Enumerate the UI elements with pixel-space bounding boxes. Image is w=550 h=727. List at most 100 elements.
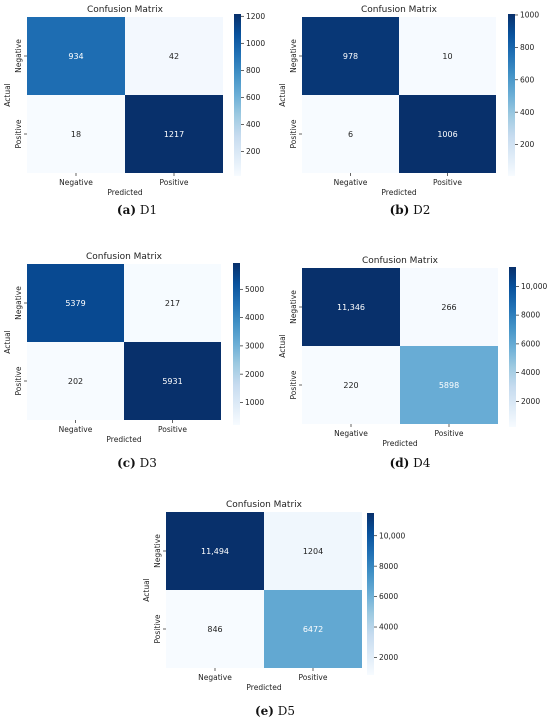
y-tick-label: Positive [289, 119, 298, 148]
cell-value-label: 11,346 [337, 303, 365, 312]
y-tick-label: Negative [289, 39, 298, 73]
heatmap-cell [124, 264, 221, 342]
caption-text: D3 [136, 456, 157, 470]
heatmap-cell [166, 512, 264, 590]
x-axis-label: Predicted [107, 188, 142, 197]
colorbar-tick-label: 1200 [246, 12, 265, 21]
heatmap-cell [302, 17, 399, 95]
panel-caption: (c) D3 [117, 456, 157, 470]
colorbar-tick-label: 4000 [521, 368, 540, 377]
colorbar-tick-label: 6000 [521, 339, 540, 348]
heatmap-cell [264, 512, 362, 590]
colorbar [508, 14, 515, 176]
x-tick-label: Negative [198, 673, 232, 682]
heatmap-cell [264, 590, 362, 668]
panel-caption: (b) D2 [390, 203, 431, 217]
y-tick-label: Positive [14, 366, 23, 395]
heatmap-cell [400, 268, 498, 346]
y-axis-label: Actual [278, 83, 287, 107]
y-tick-label: Positive [153, 614, 162, 643]
confusion-matrix-panel-3: Confusion Matrix 5379 217 202 5931 Negative Po… [3, 252, 264, 470]
y-axis-label: Actual [278, 334, 287, 358]
heatmap-cell [302, 268, 400, 346]
panel-caption: (a) D1 [117, 203, 157, 217]
colorbar-tick-label: 6000 [379, 592, 398, 601]
caption-text: D4 [409, 456, 430, 470]
x-axis-label: Predicted [246, 683, 281, 692]
colorbar-tick-label: 4000 [379, 623, 398, 632]
colorbar-tick-label: 2000 [521, 397, 540, 406]
heatmap-cell [27, 264, 124, 342]
y-axis-label: Actual [3, 83, 12, 107]
colorbar-tick-label: 1000 [520, 11, 539, 20]
chart-title: Confusion Matrix [86, 252, 163, 262]
cell-value-label: 5898 [439, 381, 459, 390]
confusion-matrix-panel-2: Confusion Matrix 978 10 6 1006 Negative Positi… [278, 5, 539, 217]
confusion-matrix-panel-4: Confusion Matrix 11,346 266 220 5898 Negative… [278, 256, 547, 470]
colorbar-tick-label: 8000 [379, 562, 398, 571]
chart-title: Confusion Matrix [226, 500, 303, 510]
cell-value-label: 217 [165, 299, 180, 308]
x-tick-label: Positive [160, 178, 189, 187]
cell-value-label: 42 [169, 52, 179, 61]
cell-value-label: 846 [207, 625, 222, 634]
heatmap-cell [27, 95, 125, 173]
x-tick-label: Positive [158, 425, 187, 434]
heatmap-cell [302, 346, 400, 424]
cell-value-label: 978 [343, 52, 358, 61]
heatmap-cell [124, 342, 221, 420]
colorbar-tick-label: 2000 [379, 653, 398, 662]
confusion-matrix-panel-1: Confusion Matrix 934 42 18 1217 Negative Posit… [3, 5, 265, 217]
colorbar-tick-label: 400 [520, 108, 535, 117]
y-tick-label: Negative [14, 286, 23, 320]
heatmap-cell [399, 95, 496, 173]
y-tick-label: Negative [289, 290, 298, 324]
cell-value-label: 1204 [303, 547, 323, 556]
colorbar-tick-label: 3000 [245, 341, 264, 350]
colorbar-tick-label: 800 [520, 43, 535, 52]
colorbar-tick-label: 4000 [245, 313, 264, 322]
x-tick-label: Positive [299, 673, 328, 682]
y-tick-label: Positive [14, 119, 23, 148]
colorbar-tick-label: 5000 [245, 285, 264, 294]
cell-value-label: 6 [348, 130, 353, 139]
cell-value-label: 220 [343, 381, 358, 390]
x-tick-label: Negative [334, 429, 368, 438]
heatmap-cell [400, 346, 498, 424]
chart-title: Confusion Matrix [361, 5, 438, 15]
colorbar-tick-label: 10,000 [521, 282, 547, 291]
panel-caption: (e) D5 [255, 704, 295, 718]
colorbar-tick-label: 8000 [521, 311, 540, 320]
cell-value-label: 1217 [164, 130, 184, 139]
caption-text: D2 [409, 203, 430, 217]
colorbar-tick-label: 800 [246, 66, 261, 75]
y-axis-label: Actual [142, 578, 151, 602]
caption-label: (d) [390, 456, 410, 470]
y-tick-label: Positive [289, 370, 298, 399]
colorbar [367, 513, 374, 675]
cell-value-label: 10 [442, 52, 452, 61]
colorbar [509, 267, 516, 427]
colorbar-tick-label: 2000 [245, 370, 264, 379]
x-axis-label: Predicted [381, 188, 416, 197]
colorbar-tick-label: 200 [246, 147, 261, 156]
cell-value-label: 202 [68, 377, 83, 386]
x-tick-label: Positive [433, 178, 462, 187]
x-tick-label: Negative [334, 178, 368, 187]
colorbar [233, 263, 240, 425]
colorbar-tick-label: 600 [520, 75, 535, 84]
cell-value-label: 18 [71, 130, 81, 139]
caption-text: D1 [136, 203, 157, 217]
x-axis-label: Predicted [106, 435, 141, 444]
colorbar [234, 14, 241, 176]
panel-caption: (d) D4 [390, 456, 431, 470]
y-tick-label: Negative [14, 39, 23, 73]
x-tick-label: Negative [59, 178, 93, 187]
caption-text: D5 [274, 704, 295, 718]
chart-title: Confusion Matrix [362, 256, 439, 266]
heatmap-cell [125, 17, 223, 95]
cell-value-label: 5379 [65, 299, 85, 308]
y-tick-label: Negative [153, 534, 162, 568]
x-axis-label: Predicted [382, 439, 417, 448]
